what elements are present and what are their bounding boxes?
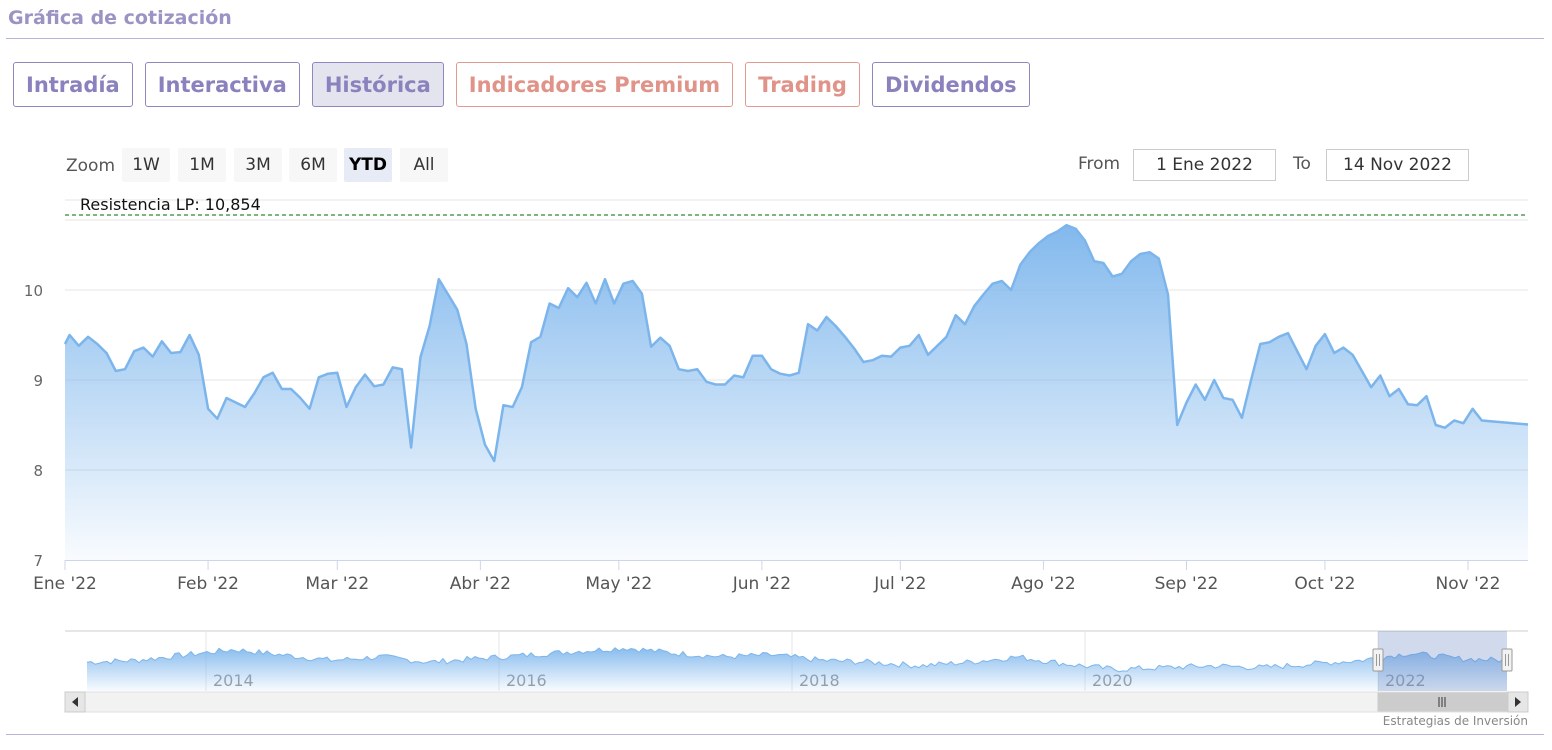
zoom-3m-button[interactable]: 3M: [234, 148, 282, 182]
scroll-right-arrow-icon: [1515, 697, 1521, 707]
scrollbar-track: [64, 691, 1529, 713]
x-tick-label: Jun '22: [732, 574, 791, 594]
zoom-1m-button[interactable]: 1M: [178, 148, 226, 182]
section-title: Gráfica de cotización: [8, 7, 232, 29]
y-tick-label: 8: [33, 462, 43, 480]
x-tick-label: Nov '22: [1436, 574, 1501, 594]
tab-indicadores-premium[interactable]: Indicadores Premium: [455, 62, 734, 107]
from-date-input[interactable]: 1 Ene 2022: [1133, 149, 1276, 181]
to-date-input[interactable]: 14 Nov 2022: [1326, 149, 1469, 181]
x-tick-label: Sep '22: [1155, 574, 1219, 594]
resistance-label: Resistencia LP: 10,854: [80, 195, 261, 214]
zoom-label: Zoom: [66, 156, 116, 176]
x-tick-label: Ene '22: [33, 574, 97, 594]
x-tick-label: Oct '22: [1294, 574, 1355, 594]
zoom-all-button[interactable]: All: [400, 148, 448, 182]
to-label: To: [1293, 154, 1311, 174]
bottom-divider: [6, 734, 1544, 735]
navigator-area: [87, 647, 1507, 691]
zoom-1w-button[interactable]: 1W: [122, 148, 170, 182]
tab-interactiva[interactable]: Interactiva: [144, 62, 300, 107]
y-tick-label: 9: [33, 372, 43, 390]
navigator-handle: [1372, 648, 1384, 672]
title-divider: [6, 38, 1544, 39]
navigator-handle: [1501, 648, 1513, 672]
x-tick-label: Jul '22: [873, 574, 926, 594]
price-line: [63, 223, 1529, 463]
tab-intradia[interactable]: Intradía: [13, 62, 133, 107]
chart-tabs: Intradía Interactiva Histórica Indicador…: [13, 62, 1042, 107]
zoom-6m-button[interactable]: 6M: [289, 148, 337, 182]
credits-label: Estrategias de Inversión: [1382, 714, 1528, 728]
price-area: [65, 225, 1528, 560]
x-tick-label: Feb '22: [177, 574, 239, 594]
x-tick-label: Ago '22: [1011, 574, 1076, 594]
tab-historica[interactable]: Histórica: [311, 62, 444, 107]
tab-trading[interactable]: Trading: [745, 62, 860, 107]
from-label: From: [1078, 154, 1121, 174]
zoom-ytd-button[interactable]: YTD: [344, 148, 392, 182]
x-tick-label: May '22: [585, 574, 652, 594]
x-tick-label: Abr '22: [450, 574, 511, 594]
y-tick-label: 7: [33, 552, 43, 570]
tab-dividendos[interactable]: Dividendos: [871, 62, 1030, 107]
scroll-left-arrow-icon: [72, 697, 78, 707]
x-tick-label: Mar '22: [305, 574, 369, 594]
navigator-selection: [1378, 631, 1507, 691]
y-tick-label: 10: [24, 282, 43, 300]
navigator-line: [86, 647, 1507, 673]
